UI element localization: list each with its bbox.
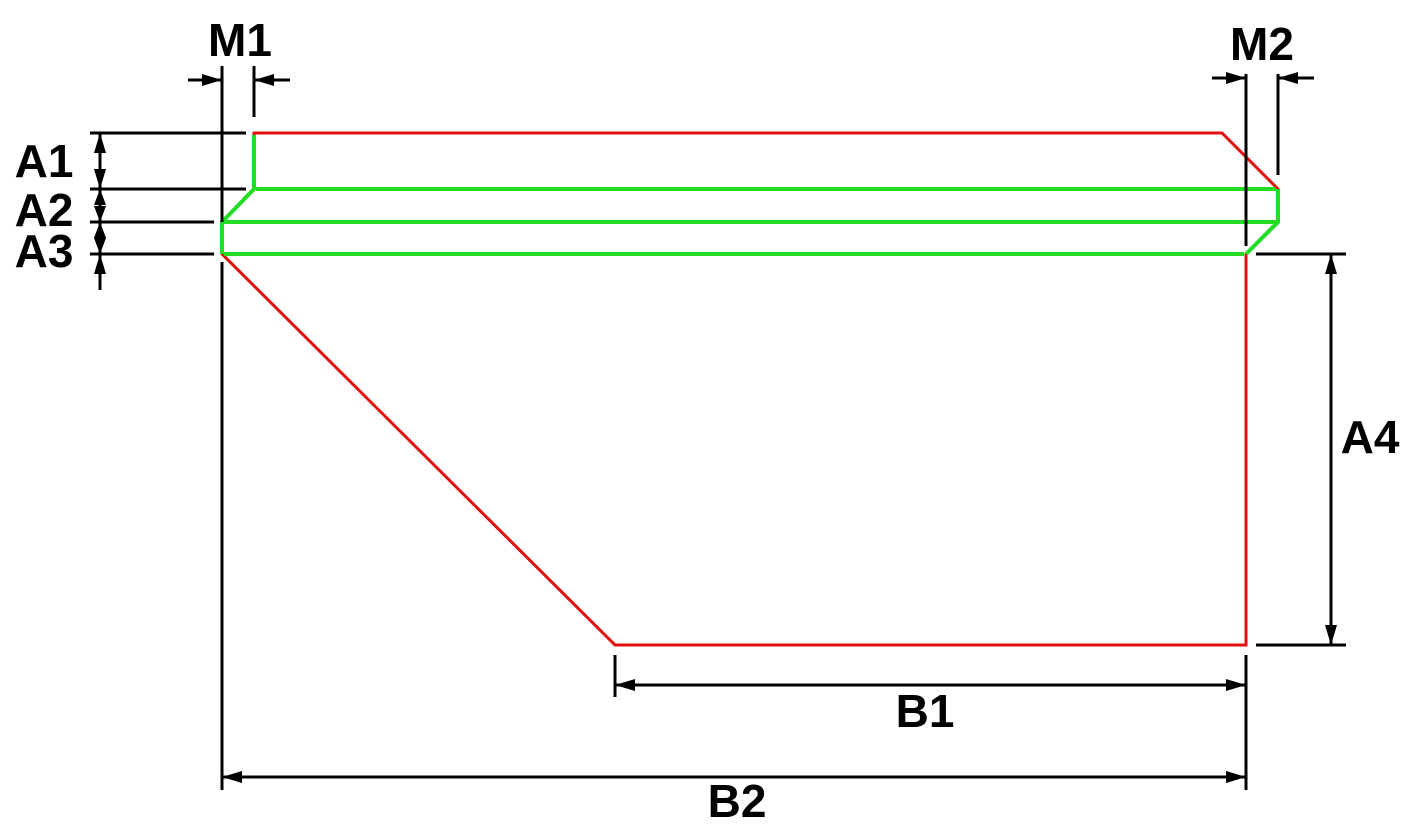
- arrow-a2-top: [94, 189, 106, 205]
- dimension-labels: M1 M2 A1 A2 A3 A4 B1 B2: [15, 14, 1400, 825]
- arrow-b1-right: [1226, 679, 1246, 691]
- arrow-m2-right: [1278, 72, 1298, 84]
- arrow-a3-top: [94, 222, 106, 238]
- arrow-a2-bottom: [94, 206, 106, 222]
- label-a4: A4: [1341, 411, 1400, 463]
- arrow-a4-bottom: [1325, 625, 1337, 645]
- arrow-a1-bottom: [94, 169, 106, 189]
- layer-left-edge: [220, 135, 256, 254]
- label-m1: M1: [208, 14, 272, 66]
- arrow-m2-left: [1226, 72, 1246, 84]
- dimension-lines: [94, 72, 1337, 783]
- layer-lines: [220, 135, 1280, 256]
- arrow-a3-below: [94, 254, 106, 274]
- label-b1: B1: [896, 685, 955, 737]
- extension-lines: [90, 66, 1346, 790]
- arrow-a3-bottom: [94, 238, 106, 254]
- arrow-b1-left: [615, 679, 635, 691]
- profile-outline: [220, 131, 1280, 647]
- label-a3: A3: [15, 225, 74, 277]
- arrow-a4-top: [1325, 254, 1337, 274]
- layer-right-edge: [1244, 189, 1280, 256]
- arrow-b2-right: [1226, 771, 1246, 783]
- arrow-a1-top: [94, 133, 106, 153]
- arrow-m1-right: [254, 74, 274, 86]
- arrow-m1-left: [202, 74, 222, 86]
- arrow-b2-left: [222, 771, 242, 783]
- label-a1: A1: [15, 135, 74, 187]
- label-b2: B2: [708, 775, 767, 825]
- label-a2: A2: [15, 184, 74, 236]
- label-m2: M2: [1230, 18, 1294, 70]
